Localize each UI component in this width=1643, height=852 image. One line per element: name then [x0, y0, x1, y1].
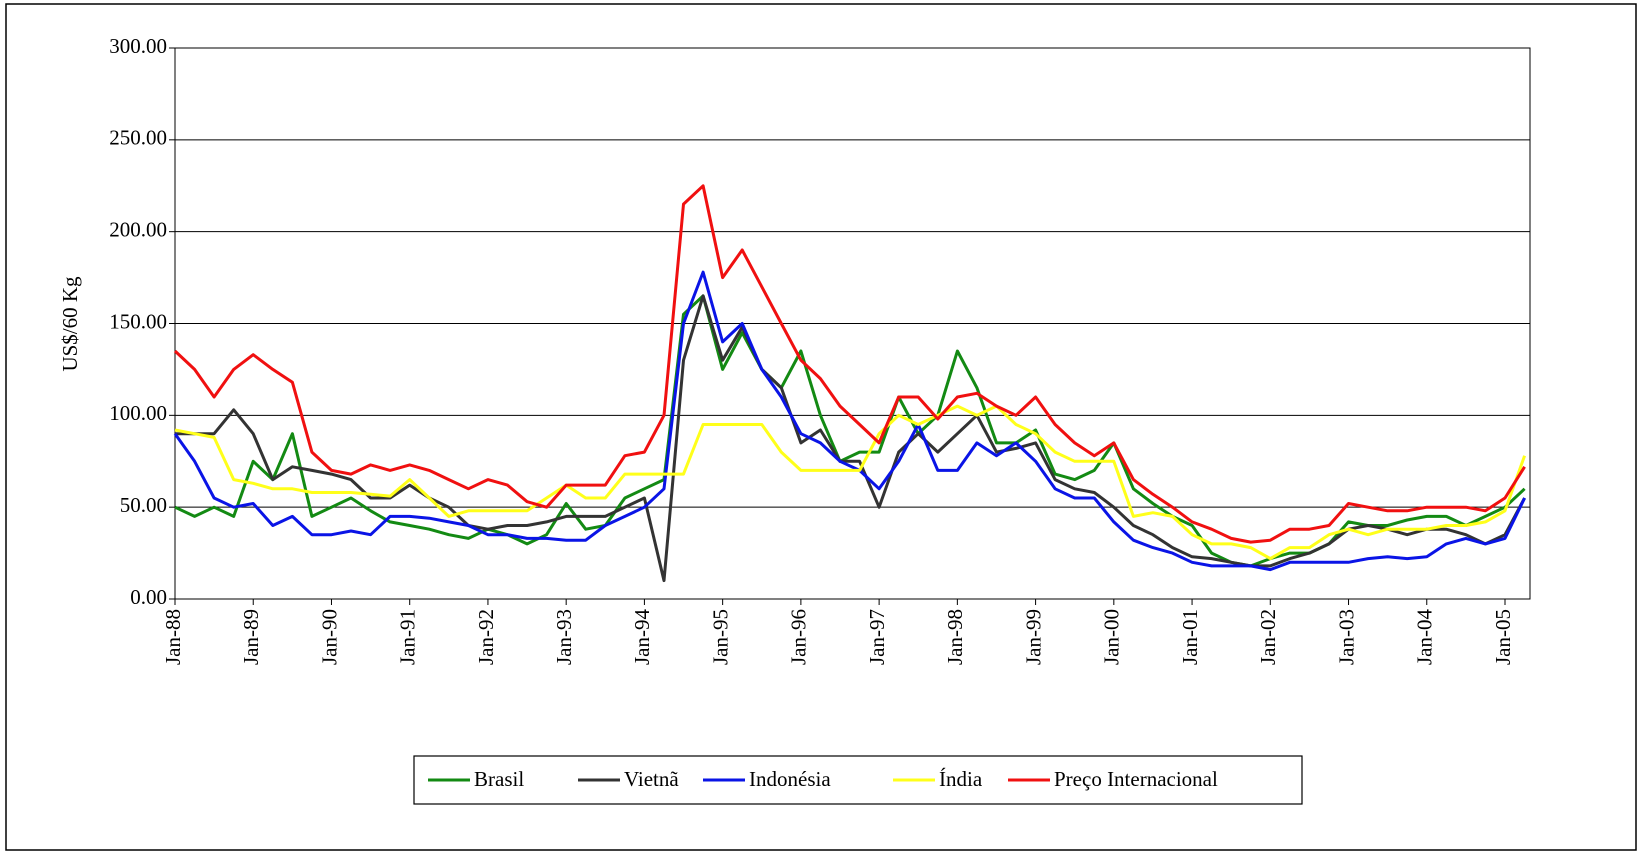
x-tick-label: Jan-91: [396, 609, 420, 665]
series-line: [175, 294, 1526, 583]
legend-label: Vietnã: [624, 767, 679, 791]
legend-label: Preço Internacional: [1054, 767, 1218, 791]
x-tick-label: Jan-02: [1256, 609, 1280, 665]
x-tick-label: Jan-94: [630, 609, 654, 665]
y-tick-label: 250.00: [109, 126, 167, 150]
x-tick-label: Jan-04: [1413, 609, 1437, 665]
y-tick-label: 100.00: [109, 401, 167, 425]
series-line: [174, 404, 1527, 561]
x-tick-label: Jan-99: [1021, 609, 1045, 665]
x-tick-label: Jan-01: [1178, 609, 1202, 665]
y-tick-label: 200.00: [109, 217, 167, 241]
y-tick-label: 0.00: [130, 585, 167, 609]
x-tick-label: Jan-97: [865, 609, 889, 665]
x-tick-label: Jan-03: [1334, 609, 1358, 665]
x-tick-label: Jan-00: [1100, 609, 1124, 665]
x-tick-label: Jan-96: [787, 609, 811, 665]
y-tick-label: 150.00: [109, 309, 167, 333]
legend-box: [413, 755, 1303, 805]
legend-label: Indonésia: [749, 767, 831, 791]
x-tick-label: Jan-05: [1491, 609, 1515, 665]
y-tick-label: 300.00: [109, 34, 167, 58]
x-tick-label: Jan-90: [317, 609, 341, 665]
x-tick-label: Jan-98: [943, 609, 967, 665]
x-tick-label: Jan-93: [552, 609, 576, 665]
series-line: [173, 184, 1526, 544]
y-axis-label: US$/60 Kg: [58, 276, 82, 372]
series-line: [174, 294, 1526, 568]
x-tick-label: Jan-95: [708, 609, 732, 665]
x-tick-label: Jan-88: [161, 609, 185, 665]
legend: Brasil Vietnã Indonésia Índia Preço Internac…: [413, 755, 1303, 805]
series-line: [173, 270, 1526, 572]
x-tick-label: Jan-89: [239, 609, 263, 665]
legend-label: Índia: [939, 767, 983, 791]
y-tick-label: 50.00: [120, 493, 167, 517]
legend-label: Brasil: [474, 767, 524, 791]
x-tick-label: Jan-92: [474, 609, 498, 665]
